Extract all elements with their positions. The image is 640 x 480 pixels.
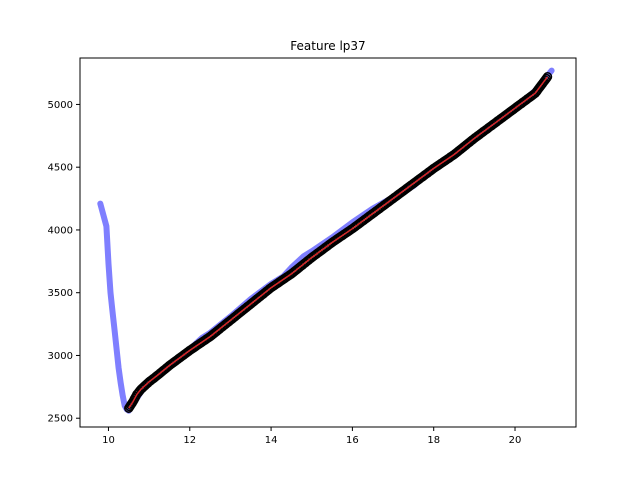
marker-point bbox=[541, 73, 552, 84]
y-tick-label: 4500 bbox=[48, 163, 73, 174]
x-axis: 10 12 14 16 18 20 bbox=[102, 427, 521, 446]
x-tick-label: 10 bbox=[102, 435, 115, 446]
y-tick-label: 4000 bbox=[48, 225, 73, 236]
series-thick-line bbox=[97, 67, 555, 414]
x-tick-label: 12 bbox=[183, 435, 196, 446]
plot-area bbox=[97, 67, 555, 414]
x-tick-label: 18 bbox=[427, 435, 440, 446]
y-tick-label: 3500 bbox=[48, 288, 73, 299]
series-thin-line bbox=[128, 76, 549, 409]
y-tick-label: 3000 bbox=[48, 351, 73, 362]
y-tick-label: 2500 bbox=[48, 414, 73, 425]
marker-point bbox=[542, 72, 553, 82]
series-markers bbox=[124, 72, 553, 413]
axes-frame bbox=[79, 57, 577, 428]
x-tick-label: 16 bbox=[346, 435, 359, 446]
y-tick-label: 5000 bbox=[48, 100, 73, 111]
x-tick-label: 20 bbox=[509, 435, 522, 446]
y-axis: 2500 3000 3500 4000 4500 5000 bbox=[48, 100, 80, 425]
chart-title: Feature lp37 bbox=[290, 39, 365, 53]
x-tick-label: 14 bbox=[265, 435, 278, 446]
